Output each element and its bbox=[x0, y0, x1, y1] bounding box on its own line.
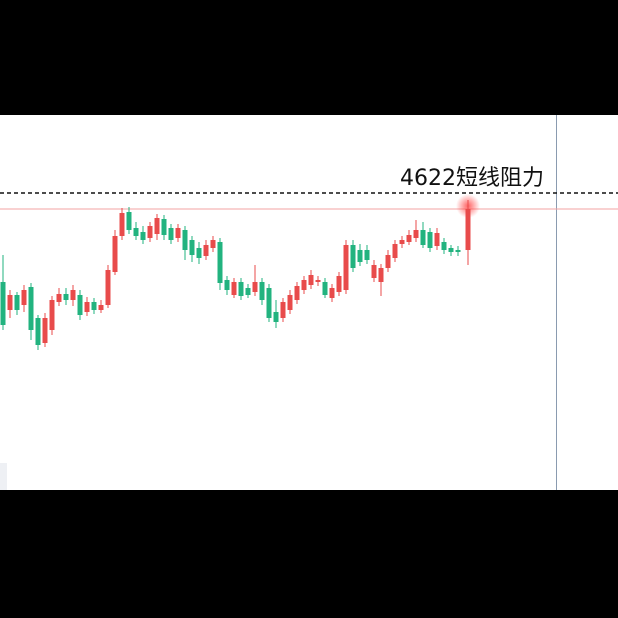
candle-body bbox=[70, 290, 76, 300]
candle-body bbox=[329, 288, 335, 298]
candle-body bbox=[301, 280, 307, 290]
candle-body bbox=[371, 265, 377, 278]
candle-body bbox=[42, 318, 48, 343]
candle-body bbox=[413, 230, 419, 238]
candle-body bbox=[231, 282, 237, 295]
candle-body bbox=[224, 280, 230, 290]
candle-body bbox=[287, 295, 293, 310]
candle-body bbox=[105, 270, 111, 305]
candle-body bbox=[385, 255, 391, 268]
candle-body bbox=[343, 245, 349, 290]
candle-body bbox=[7, 295, 13, 310]
candle-body bbox=[14, 295, 20, 310]
candle-body bbox=[357, 250, 363, 262]
candle-body bbox=[63, 294, 69, 300]
candle-body bbox=[189, 240, 195, 255]
candle-body bbox=[259, 282, 265, 300]
candle-body bbox=[315, 280, 321, 282]
candle-body bbox=[455, 250, 461, 252]
candle-body bbox=[217, 242, 223, 283]
candle-body bbox=[308, 275, 314, 285]
candle-body bbox=[98, 305, 104, 310]
candle-body bbox=[280, 302, 286, 318]
candle-body bbox=[245, 288, 251, 295]
candle-body bbox=[294, 286, 300, 300]
candle-body bbox=[56, 294, 62, 302]
candle-body bbox=[434, 233, 440, 246]
candle-body bbox=[168, 228, 174, 240]
candle-body bbox=[364, 250, 370, 260]
candle-body bbox=[448, 248, 454, 252]
candle-body bbox=[21, 290, 27, 305]
candle-body bbox=[133, 228, 139, 236]
candle-body bbox=[147, 226, 153, 238]
candle-body bbox=[140, 232, 146, 240]
candle-body bbox=[273, 312, 279, 322]
candle-body bbox=[0, 282, 6, 325]
candle-body bbox=[210, 240, 216, 248]
candle-body bbox=[465, 209, 471, 250]
candle-body bbox=[49, 300, 55, 330]
candle-body bbox=[175, 228, 181, 238]
corner-widget bbox=[0, 463, 7, 490]
candle-body bbox=[91, 302, 97, 310]
candle-body bbox=[392, 244, 398, 258]
resistance-label: 4622短线阻力 bbox=[400, 166, 544, 191]
candle-body bbox=[441, 242, 447, 250]
candle-body bbox=[77, 295, 83, 315]
candle-body bbox=[119, 213, 125, 236]
candle-body bbox=[252, 282, 258, 292]
candle-body bbox=[427, 232, 433, 248]
candle-body bbox=[196, 248, 202, 258]
candle-body bbox=[126, 212, 132, 230]
candle-body bbox=[378, 268, 384, 282]
candle-body bbox=[406, 235, 412, 242]
candle-body bbox=[238, 282, 244, 296]
candle-body bbox=[112, 236, 118, 272]
candle-body bbox=[420, 230, 426, 245]
candle-body bbox=[84, 302, 90, 312]
candle-body bbox=[336, 276, 342, 292]
candle-body bbox=[203, 245, 209, 256]
candle-body bbox=[350, 245, 356, 268]
candle-body bbox=[35, 318, 41, 345]
candle-body bbox=[154, 218, 160, 234]
candle-body bbox=[182, 230, 188, 250]
candle-body bbox=[28, 287, 34, 330]
candle-body bbox=[399, 240, 405, 244]
candle-body bbox=[161, 219, 167, 235]
candle-body bbox=[322, 282, 328, 295]
plot-area bbox=[0, 115, 618, 490]
candle-body bbox=[266, 288, 272, 318]
